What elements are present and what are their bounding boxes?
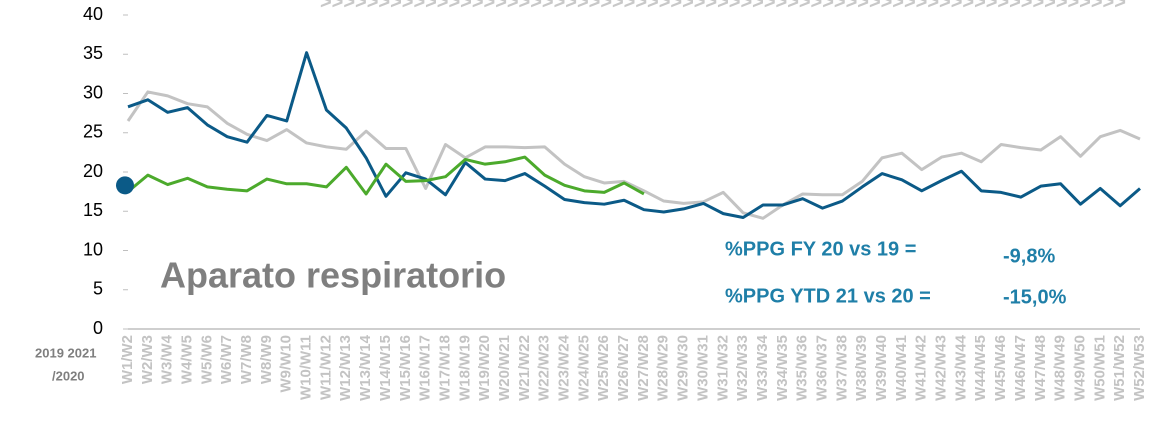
x-tick-label: W21/W22 (516, 335, 533, 401)
x-tick-label: W43/W44 (952, 334, 969, 401)
x-tick-label: W26/W27 (615, 335, 632, 401)
y-tick-label: 25 (83, 122, 103, 142)
x-tick-label: W27/W28 (635, 335, 652, 401)
x-tick-label: W12/W13 (337, 335, 354, 401)
years-label: 2019 2021 (35, 345, 96, 360)
x-tick-label: W17/W18 (436, 335, 453, 401)
x-tick-label: W45/W46 (992, 335, 1009, 401)
x-tick-label: W35/W36 (794, 335, 811, 401)
x-tick-label: W18/W19 (456, 335, 473, 401)
x-tick-label: W1/W2 (119, 335, 136, 384)
x-tick-label: W50/W51 (1091, 335, 1108, 401)
y-tick-label: 15 (83, 200, 103, 220)
x-tick-label: W8/W9 (258, 335, 275, 384)
x-tick-label: W51/W52 (1111, 335, 1128, 401)
series-line (127, 51, 1141, 220)
years-label: /2020 (52, 368, 85, 383)
x-tick-label: W42/W43 (933, 335, 950, 401)
x-tick-label: W4/W5 (178, 335, 195, 384)
start-marker (116, 176, 134, 195)
ytd-value: -15,0% (1003, 286, 1067, 308)
x-tick-label: W6/W7 (218, 335, 235, 384)
x-tick-label: W25/W26 (595, 335, 612, 401)
x-tick-label: W38/W39 (853, 335, 870, 401)
x-tick-label: W14/W15 (377, 335, 394, 401)
x-tick-label: W19/W20 (476, 335, 493, 401)
chevrons: >>>>>>>>>>>>>>>>>>>>>>>>>>>>>>>>>>>>>>>>… (320, 0, 1126, 13)
x-tick-label: W5/W6 (198, 335, 215, 384)
x-tick-label: W10/W11 (298, 335, 315, 400)
x-tick-label: W52/W53 (1131, 335, 1148, 401)
x-tick-label: W22/W23 (536, 335, 553, 401)
x-tick-label: W7/W8 (238, 335, 255, 384)
x-tick-label: W3/W4 (159, 334, 176, 384)
x-tick-label: W9/W10 (278, 335, 295, 393)
x-tick-label: W44/W45 (972, 335, 989, 401)
x-tick-label: W37/W38 (833, 335, 850, 401)
x-tick-label: W34/W35 (774, 335, 791, 401)
fy-value: -9,8% (1003, 245, 1055, 267)
x-tick-label: W49/W50 (1071, 335, 1088, 401)
y-tick-label: 10 (83, 239, 103, 259)
ytd-label: %PPG YTD 21 vs 20 = (725, 285, 931, 307)
x-tick-label: W39/W40 (873, 335, 890, 401)
y-tick-label: 20 (83, 161, 103, 181)
y-tick-label: 35 (83, 43, 103, 63)
x-tick-label: W20/W21 (496, 335, 513, 401)
x-tick-label: W47/W48 (1032, 335, 1049, 401)
x-tick-label: W33/W34 (754, 334, 771, 401)
x-tick-label: W46/W47 (1012, 335, 1029, 401)
series-line (127, 155, 645, 196)
x-tick-label: W36/W37 (813, 335, 830, 401)
fy-label: %PPG FY 20 vs 19 = (725, 238, 916, 260)
x-tick-label: W40/W41 (893, 335, 910, 401)
y-tick-label: 40 (83, 4, 103, 24)
x-tick-label: W16/W17 (417, 335, 434, 401)
x-tick-label: W30/W31 (694, 335, 711, 401)
x-tick-label: W13/W14 (357, 334, 374, 401)
x-tick-label: W11/W12 (317, 335, 334, 400)
x-tick-label: W48/W49 (1052, 335, 1069, 401)
x-tick-label: W23/W24 (556, 334, 573, 401)
y-tick-label: 30 (83, 82, 103, 102)
x-tick-label: W24/W25 (575, 335, 592, 401)
x-tick-label: W29/W30 (675, 335, 692, 401)
x-tick-label: W31/W32 (714, 335, 731, 401)
x-tick-label: W2/W3 (139, 335, 156, 384)
x-tick-label: W28/W29 (655, 335, 672, 401)
topic-label: Aparato respiratorio (160, 255, 506, 296)
x-tick-label: W32/W33 (734, 335, 751, 401)
y-tick-label: 5 (93, 279, 103, 299)
y-tick-label: 0 (93, 318, 103, 338)
x-tick-label: W41/W42 (913, 335, 930, 401)
series-line (126, 90, 1141, 220)
x-tick-label: W15/W16 (397, 335, 414, 401)
